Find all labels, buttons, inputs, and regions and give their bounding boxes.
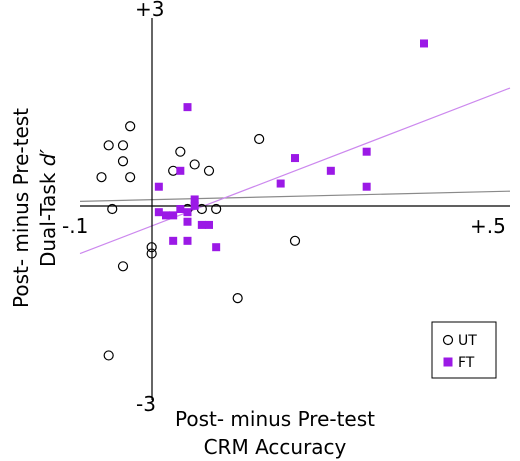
point-ut-10 (146, 248, 157, 259)
x-axis-label-line2: CRM Accuracy (204, 435, 347, 459)
point-ft-10 (154, 208, 163, 217)
point-ft-6 (183, 208, 192, 217)
point-ut-0 (96, 172, 107, 183)
point-ft-16 (212, 243, 221, 252)
y-tick-min: -3 (136, 392, 156, 416)
y-axis-label-line1: Post- minus Pre-test (9, 108, 33, 308)
point-ft-5 (190, 201, 199, 210)
point-ft-0 (183, 103, 192, 112)
point-ut-20 (289, 235, 301, 246)
fit-line-ft (79, 87, 511, 255)
point-ft-3 (154, 182, 163, 191)
point-ut-7 (117, 261, 129, 272)
legend: UT FT (431, 321, 497, 379)
legend-box (431, 321, 497, 379)
point-ft-4 (190, 195, 199, 204)
point-ft-11 (197, 220, 206, 229)
y-axis-label-line2-italic: d′ (36, 149, 60, 167)
point-ft-1 (420, 39, 428, 48)
y-tick-max: +3 (135, 0, 164, 21)
point-ut-17 (211, 203, 222, 215)
point-ut-1 (103, 140, 114, 151)
point-ft-8 (169, 211, 178, 220)
point-ft-7 (176, 205, 185, 213)
point-ut-6 (125, 172, 136, 183)
point-ut-2 (107, 203, 118, 215)
point-ft-20 (362, 182, 371, 191)
x-tick-min: -.1 (62, 214, 88, 238)
point-ft-21 (276, 179, 285, 188)
y-axis-label-line2: Dual-Task d′ (36, 149, 60, 267)
legend-ut-label: UT (458, 333, 477, 349)
fit-line-ut (79, 190, 511, 202)
point-ft-17 (291, 154, 299, 163)
point-ft-15 (183, 236, 192, 245)
point-ut-18 (232, 293, 243, 304)
point-ft-12 (205, 220, 213, 229)
axes (80, 18, 510, 400)
legend-ut-marker (442, 334, 454, 346)
point-ut-8 (103, 350, 114, 361)
point-ut-9 (146, 242, 157, 253)
point-ut-15 (203, 165, 215, 176)
point-ft-14 (169, 236, 178, 245)
point-ut-12 (175, 146, 186, 157)
data-points (96, 39, 428, 361)
legend-ft-label: FT (458, 355, 475, 371)
point-ut-4 (117, 140, 129, 151)
fit-lines (79, 87, 511, 255)
point-ut-11 (168, 165, 179, 176)
y-axis-label-line2-prefix: Dual-Task (36, 166, 60, 267)
legend-ft-marker (443, 357, 453, 367)
point-ft-19 (362, 147, 371, 156)
point-ut-14 (189, 159, 200, 170)
point-ut-3 (117, 156, 129, 167)
x-axis-label-line1: Post- minus Pre-test (175, 407, 375, 431)
point-ft-2 (176, 166, 185, 175)
y-axis-label: Post- minus Pre-test Dual-Task d′ (9, 108, 60, 308)
point-ut-19 (254, 133, 265, 145)
point-ft-9 (162, 211, 170, 220)
point-ft-13 (183, 217, 192, 226)
point-ft-18 (326, 166, 335, 175)
x-tick-max: +.5 (470, 214, 506, 238)
point-ut-5 (125, 121, 136, 132)
